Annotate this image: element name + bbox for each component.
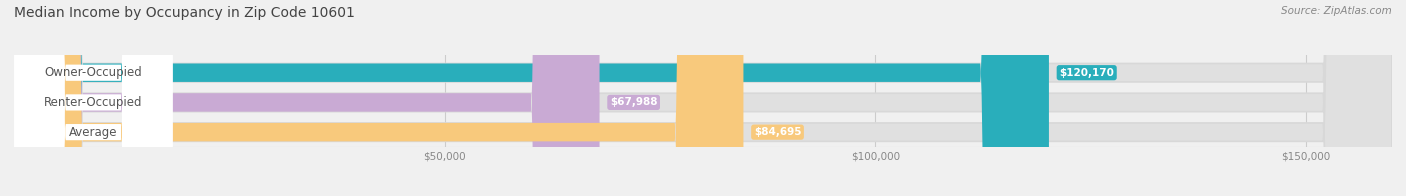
Text: Renter-Occupied: Renter-Occupied (44, 96, 142, 109)
FancyBboxPatch shape (14, 0, 173, 196)
Text: $120,170: $120,170 (1059, 68, 1114, 78)
FancyBboxPatch shape (14, 0, 744, 196)
Text: Owner-Occupied: Owner-Occupied (45, 66, 142, 79)
FancyBboxPatch shape (14, 0, 1392, 196)
FancyBboxPatch shape (14, 0, 1392, 196)
Text: Source: ZipAtlas.com: Source: ZipAtlas.com (1281, 6, 1392, 16)
FancyBboxPatch shape (14, 0, 1392, 196)
Text: $67,988: $67,988 (610, 97, 658, 107)
FancyBboxPatch shape (14, 0, 173, 196)
FancyBboxPatch shape (14, 0, 173, 196)
Text: Average: Average (69, 126, 118, 139)
FancyBboxPatch shape (14, 0, 1049, 196)
FancyBboxPatch shape (14, 0, 599, 196)
Text: Median Income by Occupancy in Zip Code 10601: Median Income by Occupancy in Zip Code 1… (14, 6, 354, 20)
Text: $84,695: $84,695 (754, 127, 801, 137)
